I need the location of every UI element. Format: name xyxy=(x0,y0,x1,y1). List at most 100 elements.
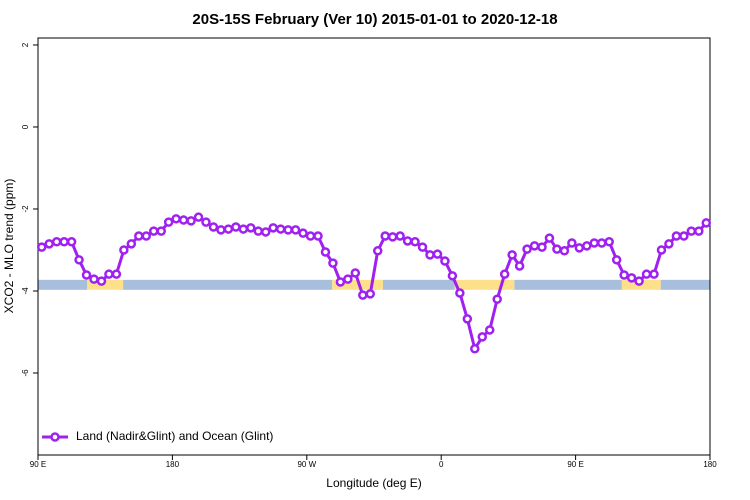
surface-band xyxy=(332,279,383,290)
y-axis-label: XCO2 - MLO trend (ppm) xyxy=(2,179,16,314)
data-point xyxy=(417,242,428,252)
data-point xyxy=(626,273,637,283)
data-point xyxy=(51,237,62,247)
data-point xyxy=(126,239,137,249)
data-point xyxy=(522,244,532,254)
data-point xyxy=(208,222,219,232)
data-point xyxy=(641,269,652,279)
data-point xyxy=(59,237,69,247)
surface-band xyxy=(514,279,622,290)
y-tick-label: -4 xyxy=(21,287,30,295)
data-point xyxy=(686,226,697,236)
data-point xyxy=(402,236,413,246)
x-tick-label: 0 xyxy=(439,460,444,469)
data-point xyxy=(656,245,667,255)
data-point xyxy=(619,270,629,280)
data-point xyxy=(649,269,659,279)
x-tick-label: 90 E xyxy=(30,460,46,469)
data-point xyxy=(275,224,286,234)
data-point xyxy=(74,255,84,265)
data-point xyxy=(477,332,488,342)
data-point xyxy=(104,269,114,279)
data-point xyxy=(567,238,577,248)
data-point xyxy=(89,274,99,284)
data-point xyxy=(260,227,271,237)
data-point xyxy=(544,233,555,243)
x-tick-label: 180 xyxy=(166,460,180,469)
data-point xyxy=(574,243,585,253)
surface-band xyxy=(382,279,455,290)
data-point xyxy=(380,231,390,241)
data-point xyxy=(171,214,181,224)
data-point xyxy=(313,231,323,241)
data-point xyxy=(96,276,107,286)
data-point xyxy=(119,245,129,255)
data-point xyxy=(537,242,547,252)
data-point xyxy=(701,218,712,228)
data-point xyxy=(499,269,510,279)
data-point xyxy=(604,237,614,247)
data-point xyxy=(305,231,316,241)
surface-band xyxy=(38,279,88,290)
data-point xyxy=(156,226,166,236)
data-point xyxy=(410,237,420,247)
data-point xyxy=(81,270,92,280)
data-point xyxy=(134,231,144,241)
data-point xyxy=(36,242,47,252)
data-point xyxy=(529,241,540,251)
data-point xyxy=(507,250,517,260)
data-point xyxy=(455,288,465,298)
data-point xyxy=(596,238,607,248)
data-point xyxy=(634,276,644,286)
data-point xyxy=(268,223,278,233)
data-point xyxy=(343,274,353,284)
data-point xyxy=(694,226,704,236)
surface-band xyxy=(660,279,710,290)
data-point xyxy=(671,231,682,241)
y-tick-label: 0 xyxy=(21,124,30,129)
data-point xyxy=(186,216,196,226)
data-point xyxy=(246,223,256,233)
y-tick-label: -2 xyxy=(21,205,30,213)
data-point xyxy=(298,228,308,238)
legend-marker xyxy=(50,432,60,442)
data-point xyxy=(335,277,346,287)
data-point xyxy=(372,246,383,256)
surface-band xyxy=(454,279,515,290)
data-point xyxy=(358,290,368,300)
y-tick-label: 2 xyxy=(21,42,30,47)
surface-band xyxy=(123,279,333,290)
data-point xyxy=(283,225,293,235)
data-point xyxy=(231,222,241,232)
data-point xyxy=(514,261,525,271)
chart-title: 20S-15S February (Ver 10) 2015-01-01 to … xyxy=(192,11,557,28)
surface-band xyxy=(87,279,124,290)
x-tick-label: 180 xyxy=(703,460,717,469)
data-point xyxy=(432,249,443,259)
data-point xyxy=(387,232,398,242)
data-point xyxy=(611,255,622,265)
data-point xyxy=(178,215,189,225)
data-point xyxy=(552,244,562,254)
data-point xyxy=(238,224,249,234)
data-point xyxy=(395,231,405,241)
data-point xyxy=(216,225,226,235)
data-point xyxy=(141,231,152,241)
data-point xyxy=(447,271,458,281)
data-point xyxy=(470,344,480,354)
data-point xyxy=(679,231,689,241)
data-point xyxy=(320,247,331,257)
data-point xyxy=(290,225,301,235)
data-point xyxy=(440,256,450,266)
data-point xyxy=(365,289,376,299)
data-point xyxy=(559,246,570,256)
x-axis-label: Longitude (deg E) xyxy=(326,476,421,490)
data-point xyxy=(111,269,122,279)
data-point xyxy=(44,239,54,249)
data-point xyxy=(462,314,473,324)
y-tick-label: -6 xyxy=(21,369,30,377)
data-point xyxy=(589,238,600,248)
x-tick-label: 90 E xyxy=(567,460,583,469)
x-tick-label: 90 W xyxy=(297,460,316,469)
